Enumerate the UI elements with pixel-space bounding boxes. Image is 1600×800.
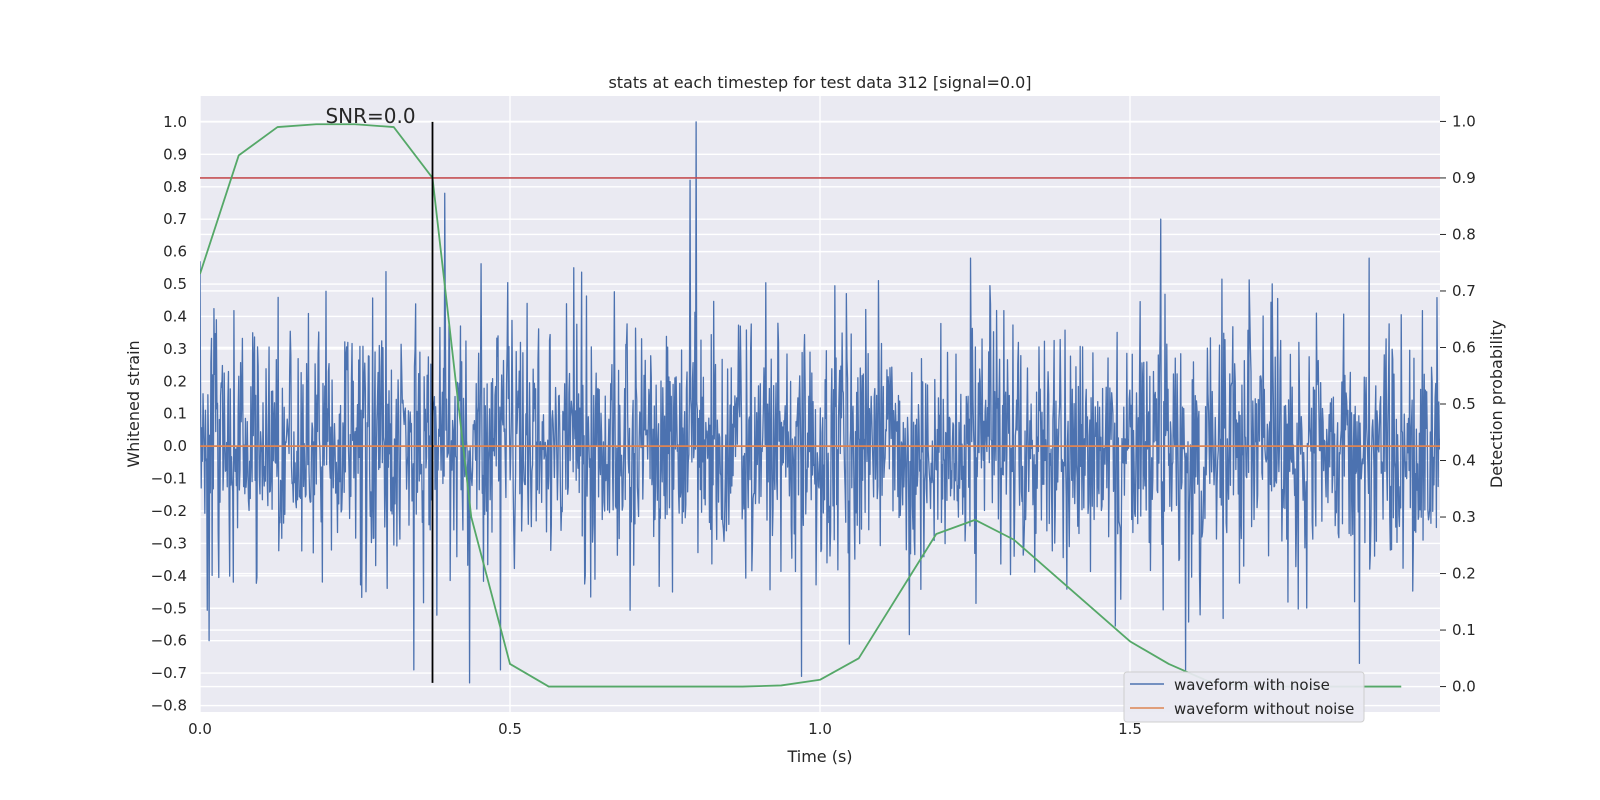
y-tick-label: −0.5	[151, 599, 187, 617]
y2-tick-label: 0.2	[1452, 565, 1476, 583]
y-tick-label: 0.2	[163, 372, 187, 390]
legend-label-waveform-without-noise: waveform without noise	[1174, 700, 1354, 718]
y-tick-label: 0.4	[163, 307, 187, 325]
legend-label-waveform-with-noise: waveform with noise	[1174, 676, 1330, 694]
y2-tick-label: 0.6	[1452, 338, 1476, 356]
x-tick-label: 1.5	[1118, 720, 1142, 738]
x-tick-label: 0.5	[498, 720, 522, 738]
y-tick-label: −0.7	[151, 664, 187, 682]
x-tick-label: 0.0	[188, 720, 212, 738]
y2-tick-label: 0.5	[1452, 395, 1476, 413]
y-tick-label: 0.9	[163, 145, 187, 163]
y-tick-label: −0.1	[151, 470, 187, 488]
y-axis-label: Whitened strain	[124, 340, 143, 467]
y2-tick-label: 0.1	[1452, 621, 1476, 639]
x-tick-label: 1.0	[808, 720, 832, 738]
y2-axis-label: Detection probability	[1487, 320, 1506, 488]
y-tick-label: −0.6	[151, 632, 187, 650]
y-tick-label: 0.8	[163, 178, 187, 196]
y2-tick-label: 0.4	[1452, 452, 1476, 470]
y2-tick-label: 0.3	[1452, 508, 1476, 526]
y2-tick-label: 0.7	[1452, 282, 1476, 300]
x-axis-label: Time (s)	[786, 747, 852, 766]
y-tick-label: 0.7	[163, 210, 187, 228]
y-tick-label: −0.3	[151, 534, 187, 552]
series-waveform-with-noise	[200, 121, 1440, 684]
y2-tick-label: 0.0	[1452, 678, 1476, 696]
y-tick-label: 0.3	[163, 340, 187, 358]
legend: waveform with noise waveform without noi…	[1123, 671, 1365, 723]
chart-title: stats at each timestep for test data 312…	[608, 73, 1031, 92]
y-tick-label: 0.6	[163, 243, 187, 261]
y-tick-label: 0.0	[163, 437, 187, 455]
y2-tick-label: 1.0	[1452, 112, 1476, 130]
y-tick-label: 1.0	[163, 113, 187, 131]
y-tick-label: 0.5	[163, 275, 187, 293]
y-tick-label: 0.1	[163, 405, 187, 423]
y-tick-label: −0.4	[151, 567, 187, 585]
y-tick-label: −0.2	[151, 502, 187, 520]
snr-annotation: SNR=0.0	[325, 104, 415, 128]
y2-tick-label: 0.9	[1452, 169, 1476, 187]
y-tick-label: −0.8	[151, 697, 187, 715]
legend-box	[1123, 671, 1365, 723]
y2-tick-label: 0.8	[1452, 225, 1476, 243]
